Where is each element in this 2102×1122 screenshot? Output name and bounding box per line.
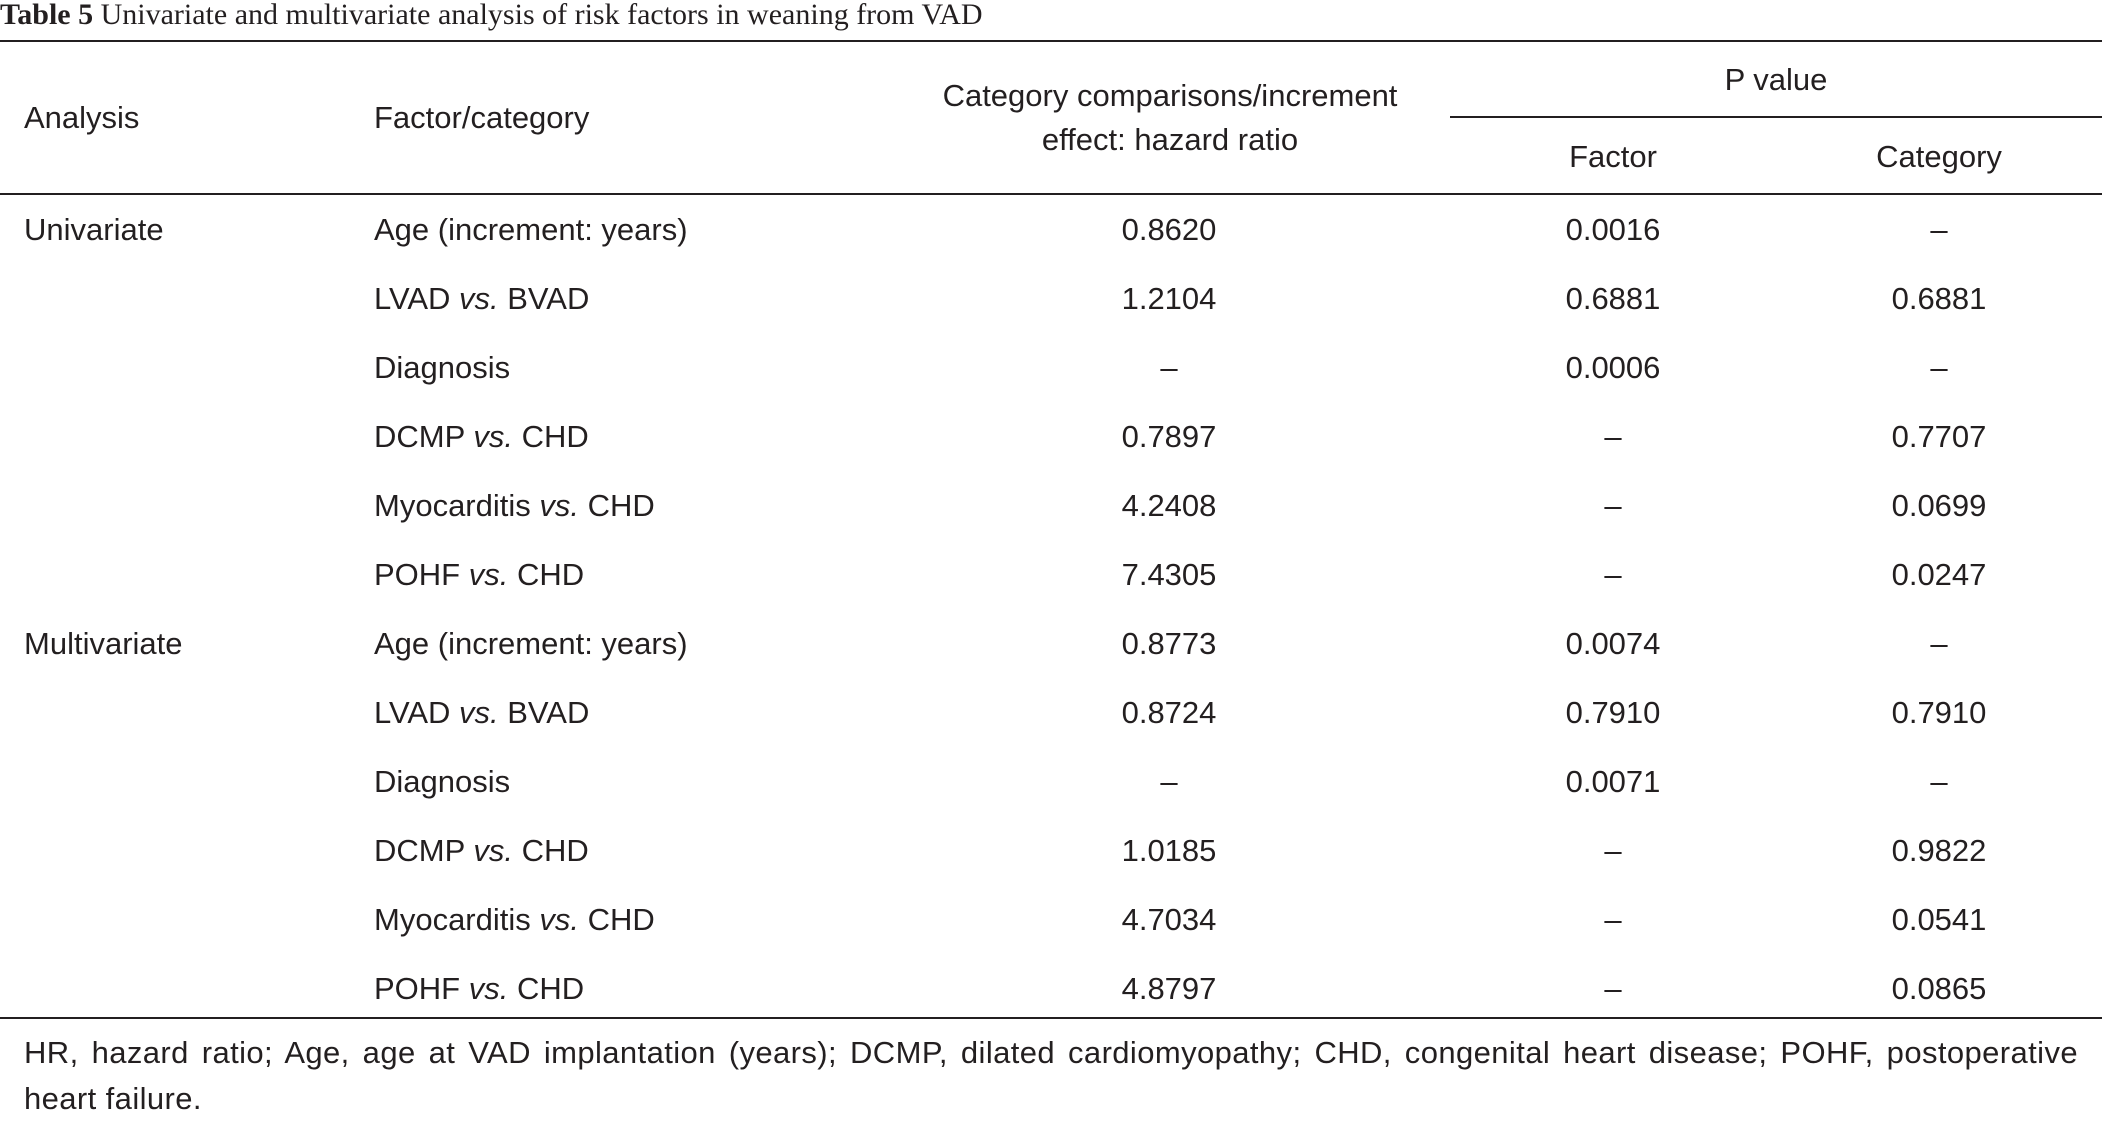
cell-p-factor: 0.0071 — [1565, 764, 1661, 799]
cell-hazard-ratio: 1.2104 — [1121, 281, 1217, 316]
factor-vs: vs. — [539, 902, 579, 937]
factor-vs: vs. — [473, 419, 513, 454]
cell-analysis: Univariate — [24, 212, 164, 247]
cell-factor: POHF vs. CHD — [374, 557, 584, 593]
factor-part-b: BVAD — [498, 695, 590, 730]
cell-analysis: Multivariate — [24, 626, 183, 661]
factor-part-a: DCMP — [374, 419, 474, 454]
header-analysis: Analysis — [24, 100, 140, 135]
cell-p-factor: 0.7910 — [1565, 695, 1661, 730]
cell-hazard-ratio: – — [1160, 350, 1178, 385]
cell-p-category: 0.0247 — [1891, 557, 1987, 592]
header-p-category: Category — [1876, 139, 2002, 174]
cell-p-category: – — [1930, 212, 1948, 247]
cell-factor: LVAD vs. BVAD — [374, 695, 589, 731]
p-value-rule — [1450, 116, 2102, 118]
cell-p-factor: 0.0074 — [1565, 626, 1661, 661]
factor-part-a: DCMP — [374, 833, 474, 868]
factor-part-b: CHD — [579, 902, 655, 937]
cell-p-factor: 0.0006 — [1565, 350, 1661, 385]
header-rule — [0, 193, 2102, 195]
factor-vs: vs. — [459, 281, 499, 316]
cell-hazard-ratio: 4.7034 — [1121, 902, 1217, 937]
cell-p-factor: – — [1604, 833, 1622, 868]
header-hazard-ratio: Category comparisons/increment effect: h… — [850, 74, 1490, 162]
cell-factor: LVAD vs. BVAD — [374, 281, 589, 317]
cell-hazard-ratio: 1.0185 — [1121, 833, 1217, 868]
cell-p-factor: – — [1604, 902, 1622, 937]
cell-hazard-ratio: 4.2408 — [1121, 488, 1217, 523]
cell-factor: DCMP vs. CHD — [374, 419, 589, 455]
factor-part-a: LVAD — [374, 695, 459, 730]
cell-factor: Myocarditis vs. CHD — [374, 488, 655, 524]
cell-p-category: – — [1930, 350, 1948, 385]
cell-p-category: 0.7910 — [1891, 695, 1987, 730]
factor-vs: vs. — [468, 971, 509, 1006]
header-hr-line2: effect: hazard ratio — [1041, 122, 1299, 157]
cell-p-factor: – — [1604, 971, 1622, 1006]
cell-factor: Diagnosis — [374, 764, 511, 799]
factor-part-b: CHD — [512, 833, 589, 868]
cell-hazard-ratio: 0.8620 — [1121, 212, 1217, 247]
table-footnote: HR, hazard ratio; Age, age at VAD implan… — [24, 1035, 2078, 1116]
factor-vs: vs. — [473, 833, 513, 868]
factor-vs: vs. — [459, 695, 499, 730]
cell-p-category: 0.6881 — [1891, 281, 1987, 316]
factor-part-a: POHF — [374, 971, 469, 1006]
bottom-rule — [0, 1017, 2102, 1019]
factor-part-b: CHD — [508, 557, 585, 592]
cell-p-category: 0.0699 — [1891, 488, 1987, 523]
factor-part-a: Myocarditis — [374, 902, 540, 937]
cell-p-category: 0.0865 — [1891, 971, 1987, 1006]
factor-part-b: BVAD — [498, 281, 590, 316]
cell-hazard-ratio: 0.8724 — [1121, 695, 1217, 730]
cell-hazard-ratio: 0.8773 — [1121, 626, 1217, 661]
cell-hazard-ratio: – — [1160, 764, 1178, 799]
table-caption: Table 5 Univariate and multivariate anal… — [0, 0, 983, 30]
cell-factor: POHF vs. CHD — [374, 971, 584, 1007]
factor-part-b: CHD — [508, 971, 585, 1006]
cell-factor: Myocarditis vs. CHD — [374, 902, 655, 938]
cell-p-factor: 0.0016 — [1565, 212, 1661, 247]
cell-factor: Age (increment: years) — [374, 626, 688, 661]
factor-vs: vs. — [539, 488, 579, 523]
factor-part-b: CHD — [579, 488, 655, 523]
header-factor-category: Factor/category — [374, 100, 590, 135]
cell-p-factor: 0.6881 — [1565, 281, 1661, 316]
header-hr-line1: Category comparisons/increment — [942, 78, 1398, 113]
cell-p-factor: – — [1604, 488, 1622, 523]
factor-vs: vs. — [468, 557, 509, 592]
cell-p-category: 0.0541 — [1891, 902, 1987, 937]
header-p-factor: Factor — [1569, 139, 1657, 174]
cell-p-category: 0.9822 — [1891, 833, 1987, 868]
cell-hazard-ratio: 0.7897 — [1121, 419, 1217, 454]
factor-part-b: CHD — [512, 419, 589, 454]
cell-p-category: – — [1930, 626, 1948, 661]
cell-factor: Age (increment: years) — [374, 212, 688, 247]
factor-part-a: Myocarditis — [374, 488, 540, 523]
cell-p-category: 0.7707 — [1891, 419, 1987, 454]
top-rule — [0, 40, 2102, 42]
table-title: Univariate and multivariate analysis of … — [100, 0, 983, 31]
cell-factor: Diagnosis — [374, 350, 511, 385]
cell-factor: DCMP vs. CHD — [374, 833, 589, 869]
cell-p-factor: – — [1604, 419, 1622, 454]
cell-p-factor: – — [1604, 557, 1622, 592]
cell-hazard-ratio: 4.8797 — [1121, 971, 1217, 1006]
cell-hazard-ratio: 7.4305 — [1121, 557, 1217, 592]
factor-part-a: POHF — [374, 557, 469, 592]
cell-p-category: – — [1930, 764, 1948, 799]
table-label: Table 5 — [0, 0, 94, 31]
header-p-value: P value — [1724, 62, 1828, 97]
factor-part-a: LVAD — [374, 281, 459, 316]
